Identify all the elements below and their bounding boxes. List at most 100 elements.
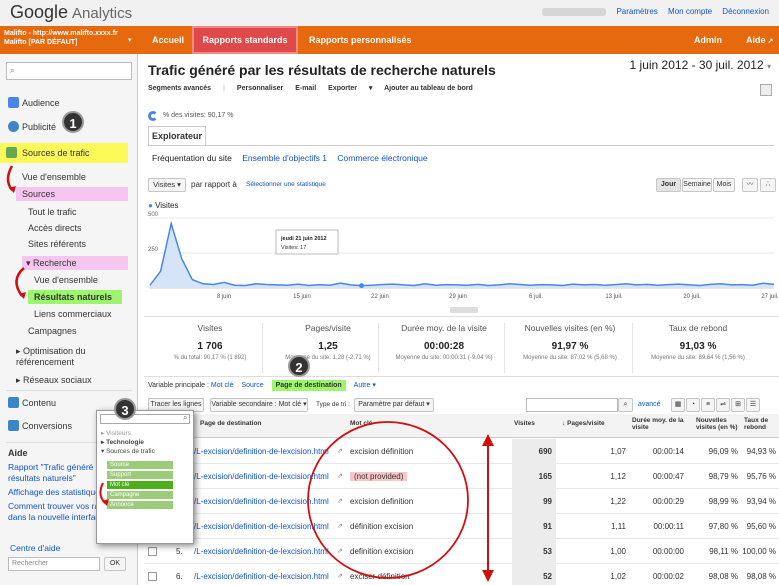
row-checkbox[interactable] (148, 547, 157, 556)
sidebar-item-liens-commerciaux[interactable]: Liens commerciaux (34, 309, 112, 319)
row-page-link[interactable]: /L-excision/definition-de-lexcision.html (194, 447, 329, 456)
col-taux-rebond[interactable]: Taux de rebond (744, 417, 769, 431)
external-link-icon[interactable]: ⇗ (337, 473, 343, 480)
sidebar-item-resultats-naturels[interactable]: Résultats naturels (28, 290, 122, 304)
dropdown-section-sources[interactable]: ▾ Sources de trafic (101, 448, 155, 455)
sidebar-search-input[interactable]: ⌕ (6, 62, 132, 80)
sidebar-item-acces-directs[interactable]: Accès directs (28, 223, 82, 233)
exporter-button[interactable]: Exporter ▾ (328, 85, 373, 92)
period-jour[interactable]: Jour (656, 178, 681, 192)
row-page-link[interactable]: /L-excision/definition-de-lexcision.html (194, 547, 329, 556)
sidebar-item-tout-trafic[interactable]: Tout le trafic (28, 207, 77, 217)
performance-view-icon[interactable]: ≡ (701, 398, 715, 412)
centre-aide-link[interactable]: Centre d'aide (10, 543, 61, 553)
sidebar-item-contenu[interactable]: Contenu (6, 393, 132, 413)
sidebar-item-sources[interactable]: Sources (16, 187, 128, 201)
period-mois[interactable]: Mois (713, 178, 735, 192)
dropdown-search-input[interactable] (100, 414, 190, 424)
segments-button[interactable]: Segments avancés (148, 85, 212, 92)
nav-rapports-standards[interactable]: Rapports standards (192, 26, 298, 54)
table-row[interactable]: 2./L-excision/definition-de-lexcision.ht… (144, 464, 779, 489)
sidebar-item-audience[interactable]: Audience (6, 93, 132, 113)
col-visites[interactable]: Visites (514, 420, 535, 427)
sidebar-item-optimisation[interactable]: ▸ Optimisation du référencement (16, 346, 86, 367)
table-view-icon[interactable]: ▦ (671, 398, 685, 412)
table-row[interactable]: 1./L-excision/definition-de-lexcision.ht… (144, 439, 779, 464)
metric-select[interactable]: Visites ▾ (148, 178, 186, 192)
table-search-input[interactable] (526, 398, 618, 412)
table-row[interactable]: 5. /L-excision/definition-de-lexcision.ht… (144, 539, 779, 564)
dimension-source[interactable]: Source (241, 382, 264, 389)
google-analytics-logo[interactable]: Google Analytics (10, 2, 132, 23)
aide-link-comment[interactable]: Comment trouver vos rapports dans la nou… (8, 501, 123, 522)
dropdown-item-mot-cle[interactable]: Mot clé (107, 481, 173, 489)
sidebar-item-sites-referents[interactable]: Sites référents (28, 239, 87, 249)
col-nouvelles-visites[interactable]: Nouvelles visites (en %) (696, 417, 738, 431)
table-row[interactable]: 4./L-excision/definition-de-lexcision.ht… (144, 514, 779, 539)
row-page-link[interactable]: /L-excision/definition-de-lexcision.html (194, 497, 329, 506)
row-page-link[interactable]: /L-excision/definition-de-lexcision.html (194, 472, 329, 481)
sidebar-item-sources-trafic[interactable]: Sources de trafic (0, 143, 128, 163)
col-page-destination[interactable]: Page de destination (200, 420, 262, 427)
period-semaine[interactable]: Semaine (682, 178, 712, 192)
aide-link-rapport[interactable]: Rapport "Trafic généré par les résultats… (8, 462, 122, 483)
dropdown-item-support[interactable]: Support (107, 471, 173, 479)
sidebar-item-campagnes[interactable]: Campagnes (28, 326, 77, 336)
dimension-page-destination[interactable]: Page de destination (271, 380, 346, 391)
chart-resize-handle[interactable] (450, 307, 478, 313)
dropdown-item-source[interactable]: Source (107, 461, 173, 469)
dropdown-section-visiteurs[interactable]: ▸ Visiteurs (101, 430, 131, 437)
nav-accueil[interactable]: Accueil (152, 35, 185, 45)
account-link[interactable]: Mon compte (668, 7, 713, 16)
sidebar-item-reseaux-sociaux[interactable]: ▸ Réseaux sociaux (16, 375, 92, 385)
nav-rapports-personnalises[interactable]: Rapports personnalisés (309, 35, 412, 45)
dimension-autre[interactable]: Autre ▾ (353, 382, 376, 389)
secondary-dimension-select[interactable]: Variable secondaire : Mot clé ▾ (210, 398, 308, 412)
account-dropdown-icon[interactable]: ▾ (128, 37, 132, 44)
motion-chart-icon[interactable]: ∴ (760, 178, 776, 192)
sort-type-select[interactable]: Paramètre par défaut ▾ (354, 398, 434, 412)
dimension-mot-cle[interactable]: Mot clé (210, 382, 234, 389)
external-link-icon[interactable]: ⇗ (337, 523, 343, 530)
external-link-icon[interactable]: ⇗ (337, 573, 343, 580)
table-row[interactable]: 3./L-excision/definition-de-lexcision.ht… (144, 489, 779, 514)
term-cloud-icon[interactable]: ☰ (746, 398, 760, 412)
email-button[interactable]: E-mail (295, 85, 317, 92)
col-duree[interactable]: Durée moy. de la visite (632, 417, 684, 431)
subtab-objectifs[interactable]: Ensemble d'objectifs 1 (242, 153, 328, 163)
external-link-icon[interactable]: ⇗ (337, 498, 343, 505)
col-pages-visite[interactable]: ↓ Pages/visite (562, 420, 605, 428)
account-selector[interactable]: Malifto - http://www.malifto.xxxx.fr Mal… (4, 29, 134, 47)
table-search-icon[interactable]: ⌕ (618, 398, 633, 412)
date-range-selector[interactable]: 1 juin 2012 - 30 juil. 2012 ▾ (630, 58, 771, 72)
pie-view-icon[interactable]: ◔ (686, 398, 700, 412)
advanced-filter-link[interactable]: avancé (638, 401, 661, 408)
dropdown-item-campagne[interactable]: Campagne (107, 491, 173, 499)
nav-aide[interactable]: Aide ↗ (746, 26, 773, 54)
dropdown-item-annonce[interactable]: Annonce (107, 501, 173, 509)
subtab-frequentation[interactable]: Fréquentation du site (152, 153, 232, 163)
visits-line-chart[interactable]: 500 250 8 juin 15 juin 22 juin 29 juin 6 juil… (144, 200, 779, 305)
aide-search-input[interactable]: Rechercher (8, 557, 100, 571)
row-page-link[interactable]: /L-excision/definition-de-lexcision.html (194, 522, 329, 531)
external-link-icon[interactable]: ⇗ (337, 448, 343, 455)
col-mot-cle[interactable]: Mot clé (350, 420, 373, 427)
row-checkbox[interactable] (148, 572, 157, 581)
table-row[interactable]: 6. /L-excision/definition-de-lexcision.ht… (144, 564, 779, 585)
sidebar-item-conversions[interactable]: Conversions (6, 416, 132, 436)
nav-admin[interactable]: Admin (694, 35, 722, 45)
grid-icon[interactable] (760, 84, 772, 96)
dropdown-section-technologie[interactable]: ▸ Technologie (101, 439, 144, 446)
logout-link[interactable]: Déconnexion (722, 7, 769, 16)
select-stat-link[interactable]: Sélectionner une statistique (246, 181, 326, 188)
settings-link[interactable]: Paramètres (616, 7, 658, 16)
tab-explorateur[interactable]: Explorateur (148, 126, 206, 146)
aide-ok-button[interactable]: OK (104, 557, 126, 571)
row-page-link[interactable]: /L-excision/definition-de-lexcision.html (194, 572, 329, 581)
highlight-point[interactable] (359, 283, 365, 289)
pivot-view-icon[interactable]: ⊞ (731, 398, 745, 412)
comparison-view-icon[interactable]: ⇌ (716, 398, 730, 412)
sidebar-item-vue-ensemble[interactable]: Vue d'ensemble (22, 172, 86, 182)
sidebar-item-publicite[interactable]: Publicité (6, 117, 132, 137)
subtab-ecommerce[interactable]: Commerce électronique (337, 153, 428, 163)
